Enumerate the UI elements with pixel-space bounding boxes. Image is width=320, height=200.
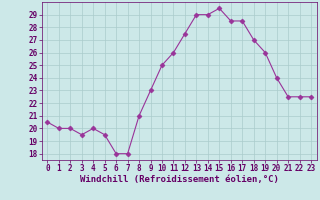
X-axis label: Windchill (Refroidissement éolien,°C): Windchill (Refroidissement éolien,°C) (80, 175, 279, 184)
